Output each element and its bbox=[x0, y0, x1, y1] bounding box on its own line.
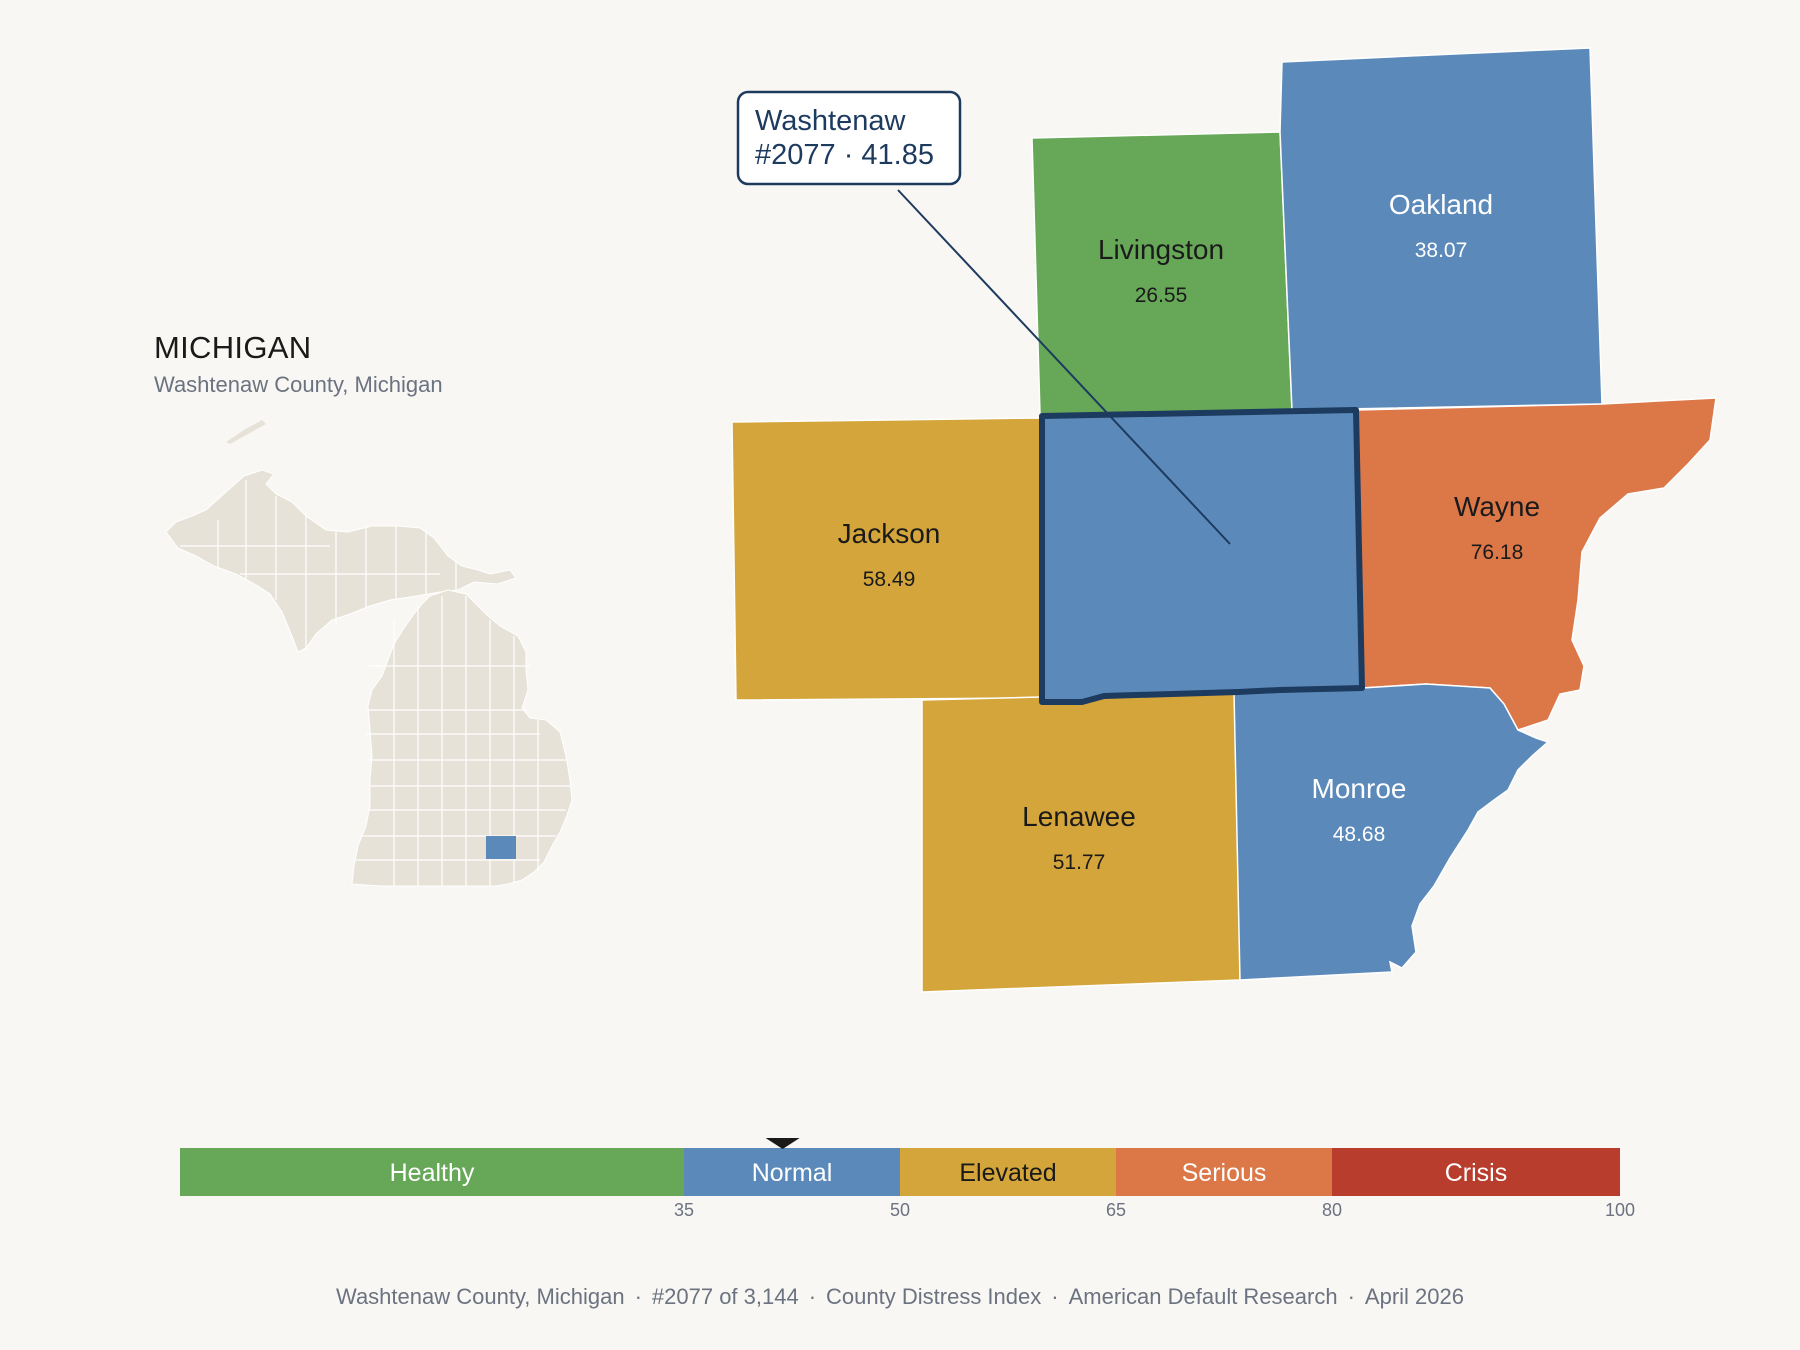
county-value-jackson: 58.49 bbox=[863, 568, 916, 591]
callout: Washtenaw #2077 · 41.85 bbox=[736, 90, 1231, 545]
county-shape-wayne[interactable] bbox=[1355, 397, 1717, 731]
scale-band-label-normal: Normal bbox=[752, 1159, 833, 1187]
county-subtitle: Washtenaw County, Michigan bbox=[154, 372, 443, 397]
scale-tick-label: 50 bbox=[890, 1200, 910, 1220]
washtenaw-inset-marker bbox=[486, 836, 516, 859]
scale-band-crisis bbox=[1332, 1148, 1620, 1196]
county-label-oakland: Oakland bbox=[1389, 189, 1493, 220]
callout-box bbox=[736, 90, 962, 186]
county-value-wayne: 76.18 bbox=[1471, 541, 1524, 564]
footer-rank: #2077 of 3,144 bbox=[651, 1284, 799, 1309]
callout-line1: Washtenaw bbox=[755, 105, 906, 137]
county-shape-oakland[interactable] bbox=[1279, 47, 1603, 411]
scale-band-healthy bbox=[180, 1148, 684, 1196]
scale-band-label-crisis: Crisis bbox=[1445, 1159, 1508, 1187]
scale-band-label-healthy: Healthy bbox=[390, 1159, 475, 1187]
county-shape-livingston[interactable] bbox=[1031, 131, 1293, 415]
footer-separator: · bbox=[1051, 1284, 1059, 1309]
upper-peninsula-shape bbox=[165, 469, 517, 653]
footer-date: April 2026 bbox=[1364, 1284, 1464, 1309]
footer-index-name: County Distress Index bbox=[826, 1284, 1042, 1309]
scale-band-serious bbox=[1116, 1148, 1332, 1196]
county-shape-monroe[interactable] bbox=[1233, 683, 1550, 981]
scale-band-label-serious: Serious bbox=[1182, 1159, 1267, 1187]
scale-tick-label: 80 bbox=[1322, 1200, 1342, 1220]
footer-county: Washtenaw County, Michigan bbox=[336, 1284, 625, 1309]
county-value-livingston: 26.55 bbox=[1135, 284, 1188, 307]
distress-scale: Healthy Normal Elevated Serious Crisis 35 50 65… bbox=[180, 1138, 1635, 1220]
county-shape-jackson[interactable] bbox=[731, 417, 1041, 701]
county-shape-lenawee[interactable] bbox=[921, 691, 1241, 993]
county-shape-washtenaw[interactable] bbox=[1041, 409, 1363, 703]
isle-royale-shape bbox=[226, 420, 266, 444]
callout-line2: #2077 · 41.85 bbox=[755, 139, 934, 171]
scale-tick-label: 35 bbox=[674, 1200, 694, 1220]
state-inset-map bbox=[165, 420, 573, 887]
scale-tick-label: 65 bbox=[1106, 1200, 1126, 1220]
county-value-monroe: 48.68 bbox=[1333, 823, 1386, 846]
footer-separator: · bbox=[808, 1284, 817, 1309]
footer-separator: · bbox=[1347, 1284, 1355, 1309]
lower-peninsula-shape bbox=[351, 589, 573, 887]
washtenaw-highlight-border bbox=[1039, 407, 1365, 705]
county-labels: Livingston 26.55 Oakland 38.07 Jackson 58.49 W… bbox=[838, 189, 1540, 874]
county-map bbox=[731, 47, 1717, 993]
county-label-jackson: Jackson bbox=[838, 518, 941, 549]
county-label-wayne: Wayne bbox=[1454, 491, 1540, 522]
state-title: MICHIGAN bbox=[154, 330, 312, 365]
scale-tick-label: 100 bbox=[1605, 1200, 1635, 1220]
county-value-lenawee: 51.77 bbox=[1053, 851, 1106, 874]
footer-source: American Default Research bbox=[1068, 1284, 1338, 1309]
county-label-livingston: Livingston bbox=[1098, 234, 1224, 265]
county-value-oakland: 38.07 bbox=[1415, 239, 1468, 262]
county-label-monroe: Monroe bbox=[1312, 773, 1407, 804]
county-label-lenawee: Lenawee bbox=[1022, 801, 1136, 832]
callout-leader-line bbox=[897, 189, 1231, 545]
state-county-grid bbox=[180, 480, 570, 886]
scale-band-normal bbox=[684, 1148, 900, 1196]
scale-band-label-elevated: Elevated bbox=[959, 1159, 1056, 1187]
scale-marker-triangle bbox=[765, 1138, 800, 1149]
footer-separator: · bbox=[634, 1284, 642, 1309]
footer: Washtenaw County, Michigan · #2077 of 3,14… bbox=[0, 1284, 1800, 1310]
scale-band-elevated bbox=[900, 1148, 1116, 1196]
